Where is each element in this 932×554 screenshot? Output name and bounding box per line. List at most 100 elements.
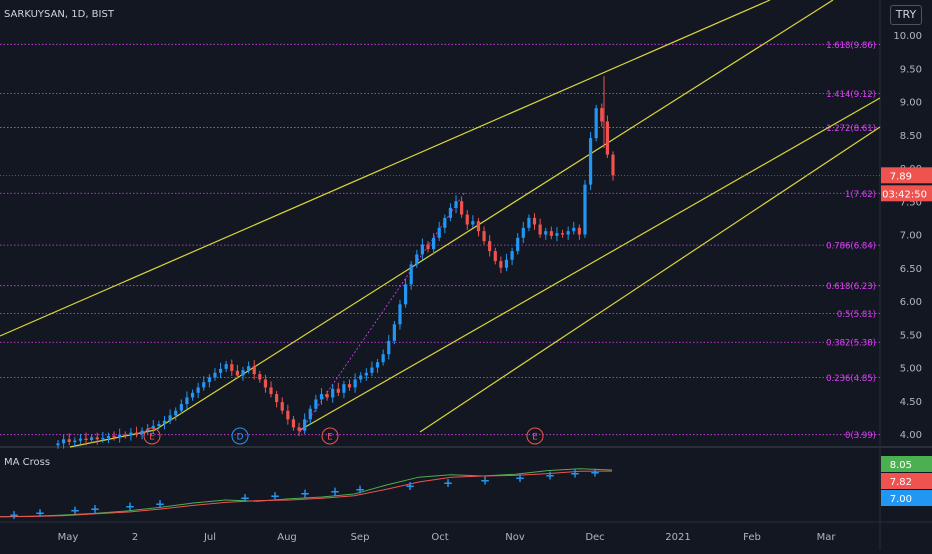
candle-body	[308, 408, 312, 420]
candle-body	[516, 237, 520, 252]
candle-body	[129, 432, 133, 436]
time-tick-label: Feb	[743, 532, 761, 543]
event-marker-e	[143, 427, 161, 445]
candle-body	[118, 434, 122, 438]
cross-marker: +	[590, 465, 600, 479]
candle-body	[325, 394, 329, 398]
candle-body	[224, 364, 228, 369]
indicator-value: 7.82	[890, 477, 912, 488]
fib-level-label: 0.786(6.84)	[826, 242, 876, 252]
candle-body	[336, 388, 340, 393]
candle-body	[392, 324, 396, 341]
event-marker-text: E	[327, 433, 333, 443]
candle-body	[202, 382, 206, 388]
cross-marker: +	[9, 508, 19, 522]
candle-body	[364, 372, 368, 376]
price-tick-label: 6.50	[900, 264, 922, 275]
indicator-value-tag	[881, 473, 932, 489]
cross-marker: +	[405, 479, 415, 493]
price-tick-label: 4.50	[900, 397, 922, 408]
candle-body	[101, 437, 105, 440]
countdown-value: 03:42:50	[882, 189, 927, 200]
candle-body	[185, 397, 189, 405]
candle-body	[67, 439, 71, 442]
time-tick-label: Oct	[431, 532, 448, 543]
candle-body	[594, 108, 598, 139]
candle-body	[549, 231, 553, 236]
candle-body	[381, 354, 385, 363]
price-tick-label: 6.00	[900, 297, 922, 308]
candle-body	[314, 399, 318, 409]
fib-level-label: 0.5(5.81)	[837, 310, 876, 320]
event-marker-text: E	[532, 433, 538, 443]
candle-body	[359, 375, 363, 380]
candle-body	[247, 366, 251, 371]
time-tick-label: Sep	[351, 532, 370, 543]
candle-body	[157, 424, 161, 427]
candle-body	[190, 392, 195, 398]
cross-marker: +	[240, 491, 250, 505]
candle-body	[605, 121, 609, 155]
candle-body	[493, 251, 497, 262]
candle-body	[482, 231, 486, 242]
candle-body	[448, 207, 453, 218]
indicator-label[interactable]: MA Cross	[4, 457, 51, 468]
price-tick-label: 7.00	[900, 231, 922, 242]
candle-body	[331, 388, 335, 398]
candle-body	[521, 227, 525, 238]
candle-body	[90, 437, 94, 440]
currency-button[interactable]: TRY	[890, 5, 922, 25]
ma-fast-line	[0, 468, 613, 518]
candle-body	[241, 370, 245, 376]
price-tick-label: 9.50	[900, 64, 922, 75]
candle-body	[207, 377, 211, 383]
cross-marker: +	[300, 487, 310, 501]
candle-body	[566, 231, 570, 235]
cross-marker: +	[480, 473, 490, 487]
time-tick-label: Aug	[277, 532, 297, 543]
candle-body	[600, 108, 604, 122]
candle-body	[134, 432, 139, 434]
candle-body	[62, 439, 66, 444]
candle-body	[471, 221, 475, 225]
candle-body	[465, 214, 469, 225]
candle-body	[168, 415, 172, 421]
time-tick-label: May	[58, 532, 79, 543]
candle-body	[112, 435, 116, 438]
candle-body	[476, 221, 481, 232]
cross-marker: +	[70, 503, 80, 517]
ma-slow-line	[0, 470, 613, 518]
candle-body	[588, 138, 593, 185]
candle-body	[375, 362, 380, 368]
candle-body	[78, 438, 83, 441]
candle-body	[297, 427, 301, 431]
cross-marker: +	[270, 489, 280, 503]
candle-body	[432, 237, 436, 250]
candle-body	[387, 340, 391, 355]
candle-body	[572, 227, 576, 232]
indicator-value: 8.05	[890, 460, 912, 471]
candle-body	[84, 438, 88, 440]
candle-body	[532, 217, 537, 225]
candle-body	[403, 284, 408, 305]
candle-body	[342, 384, 346, 393]
candle-body	[560, 233, 565, 235]
candle-body	[56, 443, 60, 446]
time-tick-label: Dec	[585, 532, 604, 543]
candle-body	[409, 264, 413, 285]
price-tick-label: 5.50	[900, 330, 922, 341]
indicator-value-tag	[881, 490, 932, 506]
candle-body	[235, 370, 239, 376]
candle-body	[275, 394, 279, 403]
candle-body	[527, 217, 531, 228]
candle-body	[179, 404, 183, 411]
candle-body	[286, 410, 290, 420]
event-marker-text: D	[237, 433, 244, 443]
candle-body	[460, 201, 464, 215]
symbol-label: SARKUYSAN, 1D, BIST	[4, 9, 114, 20]
candle-body	[583, 184, 587, 235]
candle-body	[353, 379, 357, 388]
fib-level-label: 1.272(8.61)	[826, 124, 876, 134]
